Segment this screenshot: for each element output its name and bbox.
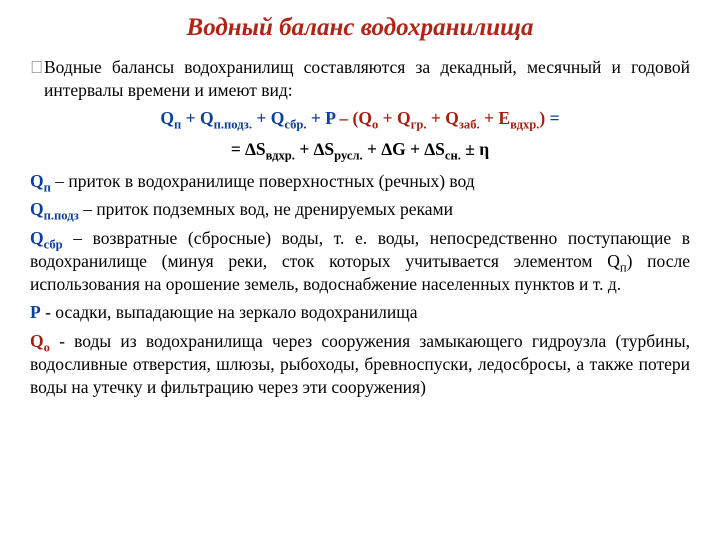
intro-text: Водные балансы водохранилищ составляются…	[44, 57, 690, 100]
def-q-p: Qп – приток в водохранилище поверхностны…	[30, 170, 690, 193]
term-q-o: Qо	[30, 331, 50, 351]
equation-line-2: = ∆Sвдхр. + ∆Sрусл. + ∆G + ∆Sсн. ± η	[30, 139, 690, 160]
def-q-sbr-sub2: п	[620, 260, 627, 274]
page-title: Водный баланс водохранилища	[30, 14, 690, 42]
bullet-icon: 	[30, 56, 43, 79]
eq-lhs: Qп + Qп.подз. + Qсбр. + P	[160, 108, 335, 128]
term-q-sbr: Qсбр	[30, 228, 63, 248]
eq-equals: =	[545, 108, 559, 128]
intro-paragraph:  Водные балансы водохранилищ составляют…	[30, 56, 690, 102]
def-q-p-text: – приток в водохранилище поверхностных (…	[51, 171, 475, 191]
def-p: P - осадки, выпадающие на зеркало водохр…	[30, 301, 690, 324]
eq-rhs: (Qо + Qгр. + Qзаб. + Eвдхр.)	[353, 108, 546, 128]
def-q-ppodz-text: – приток подземных вод, не дренируемых р…	[79, 199, 453, 219]
term-q-p: Qп	[30, 171, 51, 191]
term-q-ppodz: Qп.подз	[30, 199, 79, 219]
def-q-o: Qо - воды из водохранилища через сооруже…	[30, 330, 690, 398]
def-q-o-text: - воды из водохранилища через сооружения…	[30, 331, 690, 397]
term-p: P	[30, 302, 41, 322]
def-q-ppodz: Qп.подз – приток подземных вод, не дрени…	[30, 198, 690, 221]
def-p-text: - осадки, выпадающие на зеркало водохран…	[41, 302, 418, 322]
def-q-sbr-text1: – возвратные (сбросные) воды, т. е. воды…	[30, 228, 690, 271]
def-q-sbr: Qсбр – возвратные (сбросные) воды, т. е.…	[30, 227, 690, 295]
eq-minus: –	[335, 108, 353, 128]
equation-line-1: Qп + Qп.подз. + Qсбр. + P – (Qо + Qгр. +…	[30, 108, 690, 129]
